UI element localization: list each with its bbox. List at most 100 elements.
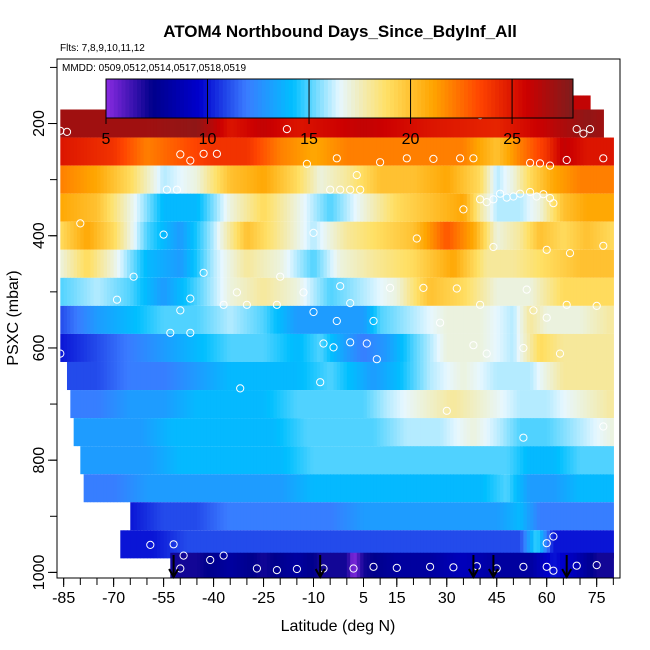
heat-cell <box>226 305 231 334</box>
heat-cell <box>366 552 371 578</box>
heat-cell <box>446 333 451 362</box>
heat-cell <box>133 390 138 419</box>
heat-cell <box>600 193 604 222</box>
heat-cell <box>496 530 501 559</box>
heat-cell <box>533 305 538 334</box>
heat-cell <box>286 193 291 222</box>
heat-cell <box>426 221 431 250</box>
heat-cell <box>100 221 105 250</box>
heat-cell <box>406 109 411 138</box>
y-tick-label: 400 <box>31 222 48 249</box>
colorbar-swatch <box>211 79 216 118</box>
heat-cell <box>110 137 115 166</box>
heat-cell <box>600 474 604 503</box>
heat-cell <box>470 221 475 250</box>
heat-cell <box>430 418 435 447</box>
heat-cell <box>536 502 541 531</box>
heat-cell <box>400 530 405 559</box>
heat-cell <box>210 474 215 503</box>
heat-cell <box>203 165 208 194</box>
heat-cell <box>183 249 188 278</box>
heat-cell <box>476 474 481 503</box>
heat-cell <box>276 137 281 166</box>
heat-cell <box>560 249 564 278</box>
heat-cell <box>526 390 531 419</box>
heat-cell <box>226 109 231 138</box>
obs-point <box>565 249 575 258</box>
heat-cell <box>86 390 91 419</box>
heat-cell <box>533 361 538 391</box>
heat-cell <box>223 390 228 419</box>
heat-cell <box>593 361 598 391</box>
heat-cell <box>563 390 568 419</box>
heat-cell <box>593 474 598 503</box>
heat-cell <box>300 109 305 138</box>
heat-cell <box>586 165 591 194</box>
heat-cell <box>383 305 388 334</box>
heat-cell <box>236 165 241 194</box>
heat-cell <box>196 390 201 419</box>
heat-cell <box>566 418 571 447</box>
heat-cell <box>350 305 355 334</box>
heat-cell <box>116 474 121 503</box>
heat-cell <box>603 193 608 222</box>
heat-cell <box>566 552 571 578</box>
heat-cell <box>176 249 181 278</box>
heat-cell <box>573 95 578 124</box>
heat-cell <box>240 249 245 278</box>
colorbar-swatch <box>417 79 422 118</box>
heat-cell <box>560 552 564 578</box>
heat-cell <box>336 552 341 578</box>
obs-point <box>76 219 85 228</box>
heat-cell <box>290 109 295 138</box>
heat-cell <box>63 305 68 334</box>
heat-cell <box>416 165 421 194</box>
heat-cell <box>356 446 361 475</box>
heat-cell <box>456 165 461 194</box>
heat-cell <box>260 193 265 222</box>
heat-cell <box>376 305 381 334</box>
heat-cell <box>90 193 95 222</box>
heat-cell <box>543 390 548 419</box>
heat-cell <box>603 502 608 531</box>
heat-cell <box>273 446 278 475</box>
heat-cell <box>190 221 195 250</box>
heat-cell <box>143 530 148 559</box>
heat-cell <box>396 552 401 578</box>
heat-cell <box>393 474 398 503</box>
heat-cell <box>336 165 341 194</box>
heat-cell <box>340 474 345 503</box>
obs-point <box>356 185 365 194</box>
heat-cell <box>190 333 195 362</box>
heat-cell <box>430 109 435 138</box>
heat-cell <box>556 221 561 250</box>
heat-cell <box>210 109 215 138</box>
heat-cell <box>326 249 331 278</box>
heat-cell <box>473 530 478 559</box>
heat-cell <box>520 249 524 278</box>
heat-cell <box>553 530 558 559</box>
obs-point <box>456 154 465 163</box>
heat-cell <box>200 361 205 391</box>
heat-cell <box>173 530 178 559</box>
heat-cell <box>280 446 285 475</box>
heat-cell <box>596 390 601 419</box>
heat-cell <box>510 277 514 306</box>
heat-cell <box>240 109 245 138</box>
heat-cell <box>80 305 85 334</box>
heat-cell <box>533 552 538 578</box>
heat-cell <box>216 530 221 559</box>
heat-cell <box>580 418 584 447</box>
heat-cell <box>550 333 554 362</box>
heat-cell <box>123 390 128 419</box>
heat-cell <box>606 361 611 391</box>
heat-cell <box>210 361 215 391</box>
heat-cell <box>263 333 268 362</box>
heat-cell <box>570 249 574 278</box>
heat-cell <box>486 137 491 166</box>
heat-cell <box>246 390 251 419</box>
heat-cell <box>336 277 341 306</box>
heat-cell <box>516 418 521 447</box>
heat-cell <box>310 165 315 194</box>
heat-cell <box>450 249 455 278</box>
